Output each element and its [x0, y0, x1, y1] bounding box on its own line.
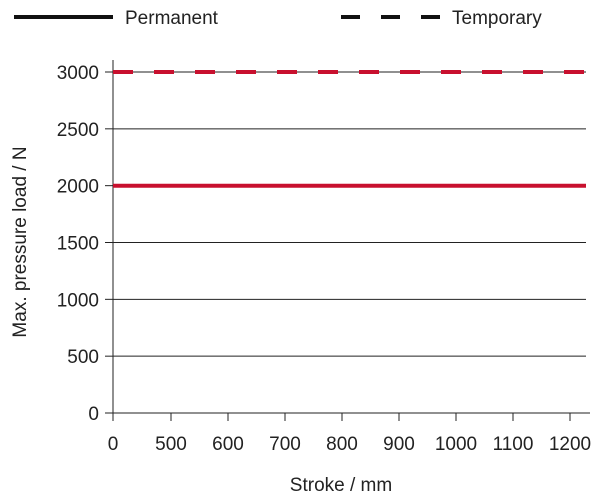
y-tick-label-2500: 2500: [57, 120, 99, 141]
x-tick-label-1000: 1000: [435, 434, 477, 455]
legend: Permanent Temporary: [14, 8, 542, 29]
data-series: [113, 70, 586, 188]
y-tick-label-1500: 1500: [57, 234, 99, 255]
x-tick-label-700: 700: [269, 434, 301, 455]
x-tick-label-1200: 1200: [549, 434, 591, 455]
x-tick-label-600: 600: [212, 434, 244, 455]
gridlines: [113, 71, 586, 414]
y-tick-label-1000: 1000: [57, 290, 99, 311]
y-tick-label-3000: 3000: [57, 63, 99, 84]
legend-label-permanent: Permanent: [125, 8, 219, 29]
x-tick-label-800: 800: [326, 434, 358, 455]
x-tick-label-1100: 1100: [493, 434, 534, 455]
x-tick-label-900: 900: [383, 434, 415, 455]
tick-labels: 0 500 1000 1500 2000 2500 3000 0 500 600 700 800 900…: [57, 63, 591, 455]
y-tick-label-500: 500: [67, 347, 99, 368]
x-tick-label-500: 500: [155, 434, 187, 455]
x-tick-label-0: 0: [108, 434, 119, 455]
y-tick-label-0: 0: [88, 404, 99, 425]
y-tick-label-2000: 2000: [57, 177, 99, 198]
legend-label-temporary: Temporary: [452, 8, 542, 29]
x-axis-title: Stroke / mm: [290, 475, 392, 496]
y-axis-title: Max. pressure load / N: [10, 146, 31, 337]
axes: [105, 60, 590, 421]
